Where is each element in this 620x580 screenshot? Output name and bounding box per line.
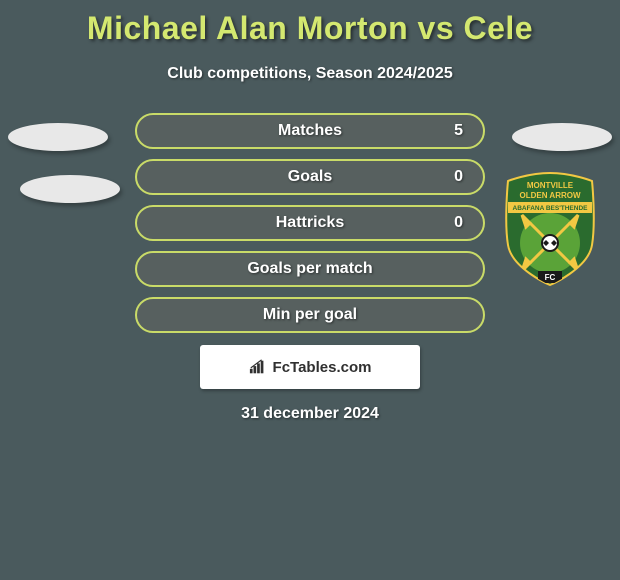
player-left-placeholder-1 <box>8 123 108 151</box>
stat-row-matches: Matches 5 <box>135 113 485 149</box>
stat-label: Matches <box>278 122 342 140</box>
stat-row-goals: Goals 0 <box>135 159 485 195</box>
stat-value-right: 0 <box>454 168 463 186</box>
stat-value-right: 0 <box>454 214 463 232</box>
attribution-badge: FcTables.com <box>200 345 420 389</box>
crest-mid-text: OLDEN ARROW <box>519 191 580 200</box>
player-left-placeholder-2 <box>20 175 120 203</box>
stats-container: MONTVILLE OLDEN ARROW ABAFANA BES'THENDE <box>0 113 620 333</box>
page-title: Michael Alan Morton vs Cele <box>0 0 620 47</box>
page-subtitle: Club competitions, Season 2024/2025 <box>0 65 620 83</box>
stat-row-goals-per-match: Goals per match <box>135 251 485 287</box>
stat-label: Goals per match <box>247 260 372 278</box>
date-text: 31 december 2024 <box>0 405 620 423</box>
player-right-placeholder-1 <box>512 123 612 151</box>
stat-label: Goals <box>288 168 332 186</box>
stat-row-min-per-goal: Min per goal <box>135 297 485 333</box>
stat-row-hattricks: Hattricks 0 <box>135 205 485 241</box>
crest-top-text: MONTVILLE <box>527 181 574 190</box>
crest-banner-text: ABAFANA BES'THENDE <box>513 205 589 212</box>
crest-bottom-text: FC <box>545 273 556 282</box>
stat-label: Min per goal <box>263 306 357 324</box>
bar-chart-icon <box>249 359 267 375</box>
stat-label: Hattricks <box>276 214 344 232</box>
attribution-text: FcTables.com <box>273 359 372 376</box>
stat-value-right: 5 <box>454 122 463 140</box>
club-crest-icon: MONTVILLE OLDEN ARROW ABAFANA BES'THENDE <box>500 171 600 287</box>
